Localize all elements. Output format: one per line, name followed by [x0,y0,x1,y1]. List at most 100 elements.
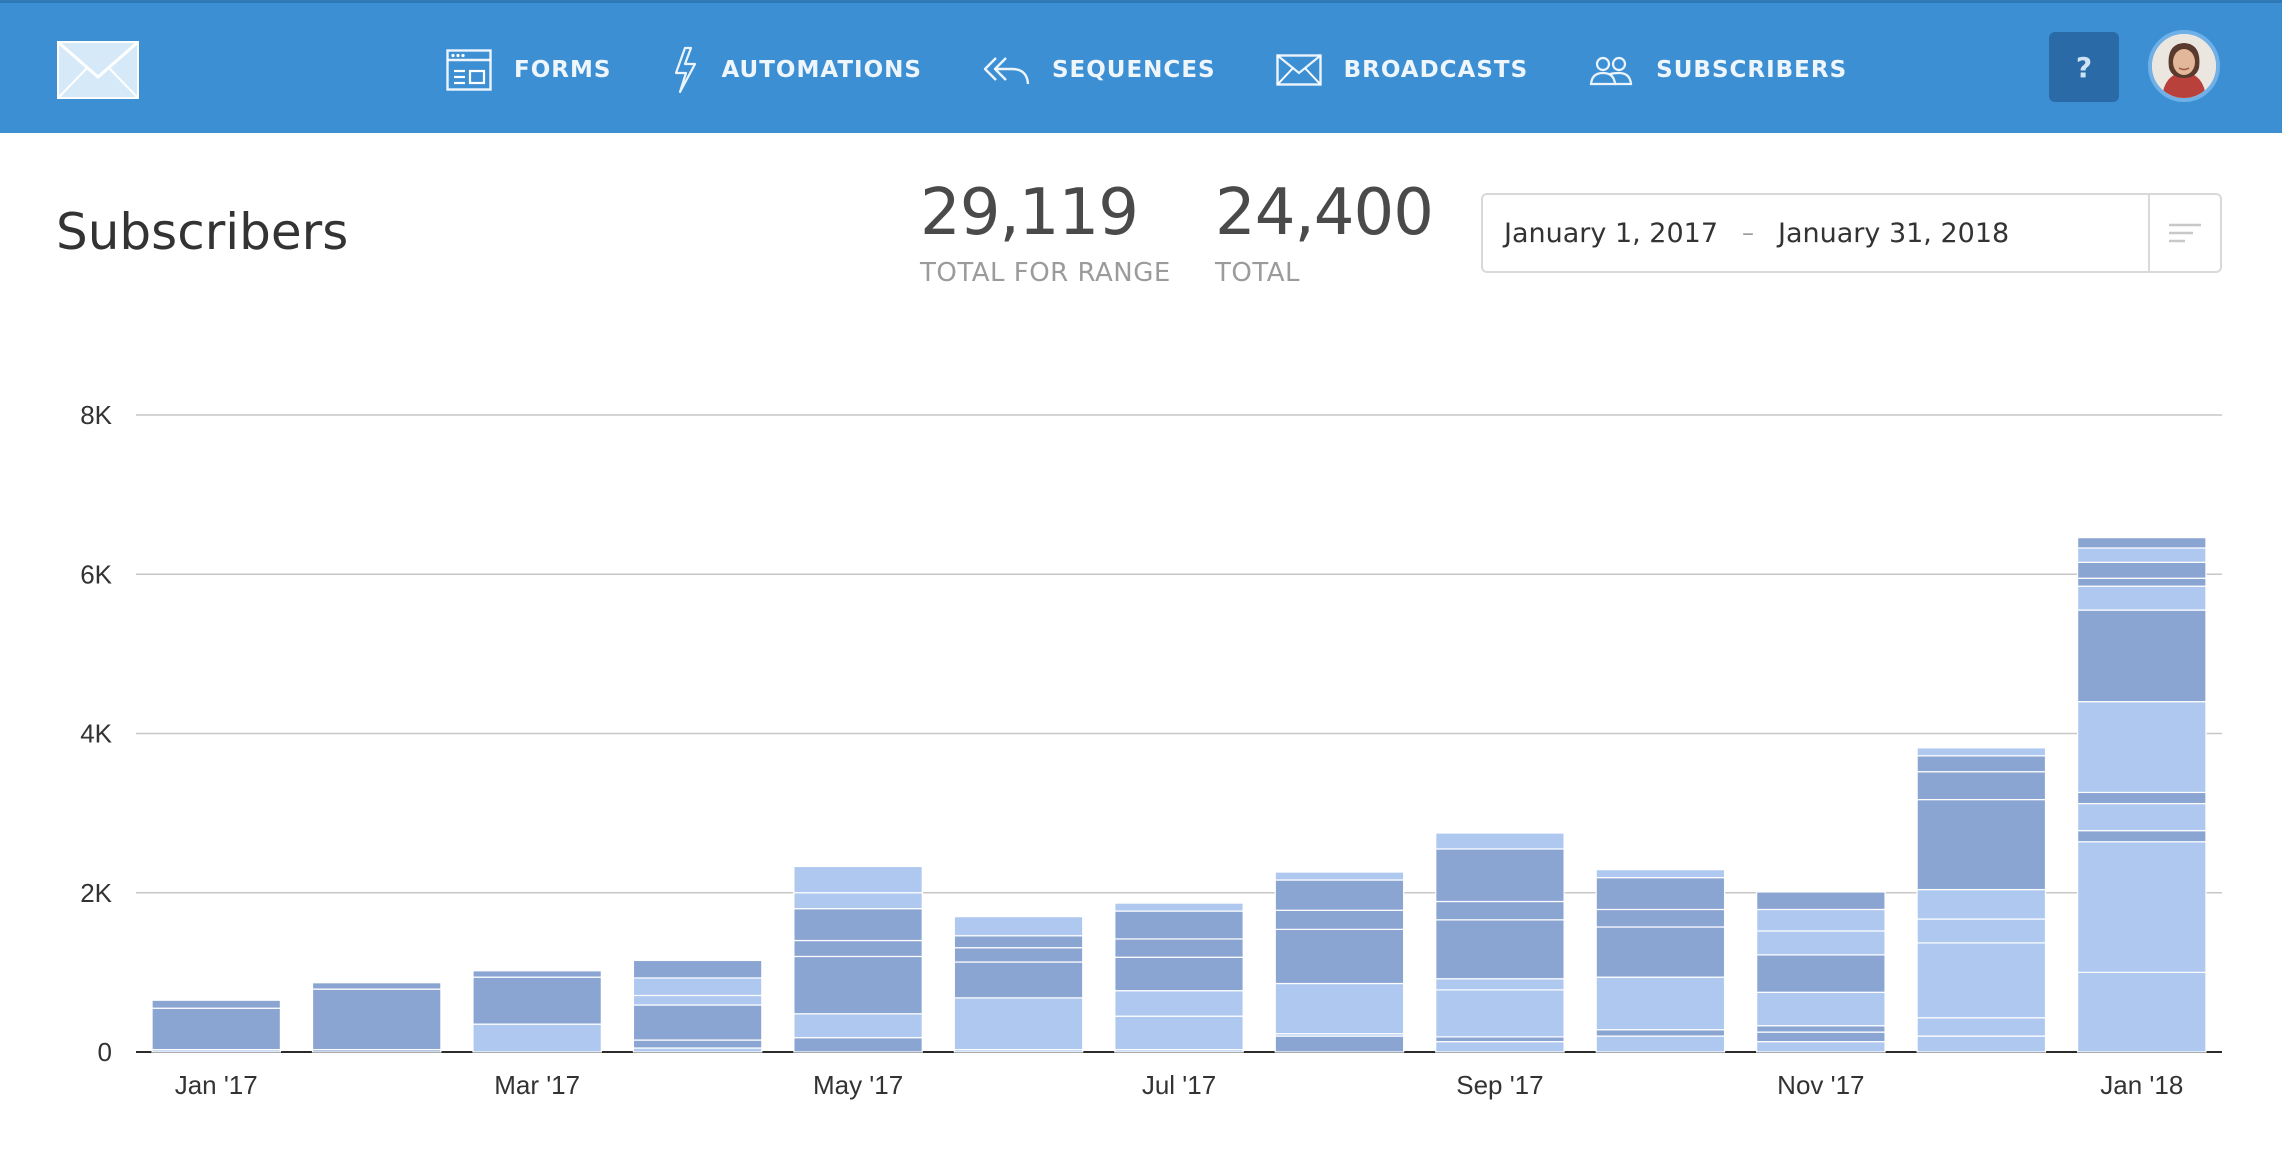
date-range-menu-button[interactable] [2148,195,2220,271]
nav-automations[interactable]: AUTOMATIONS [671,46,922,94]
page-title: Subscribers [56,203,349,261]
bar-segment [2076,701,2207,794]
nav-forms[interactable]: FORMS [446,48,612,91]
bar-segment [1916,747,2047,757]
bar-mar-17 [472,970,602,1053]
bar-segment [1595,908,1726,928]
top-nav-bar: FORMS AUTOMATIONS SEQUENCES BROADCASTS [0,0,2282,133]
bar-segment [1435,832,1565,850]
bar-dec-17 [1916,747,2047,1053]
nav-automations-label: AUTOMATIONS [721,56,922,83]
date-range-start[interactable]: January 1, 2017 [1504,217,1718,249]
bar-segment [472,1023,602,1053]
bar-segment [311,988,442,1051]
bar-segment [472,976,602,1025]
bar-segment [1756,1031,1886,1043]
bar-segment [151,1007,282,1051]
stat-total-for-range-label: TOTAL FOR RANGE [920,258,1171,288]
bar-segment [1114,902,1244,912]
subscribers-bar-chart: 0 2K 4K 6K 8K Jan '17 Mar '17 May '17 Jul '17 Se… [80,400,2222,1100]
stat-total-for-range-value: 29,119 [920,176,1139,250]
nav-subscribers[interactable]: SUBSCRIBERS [1588,54,1847,86]
bar-segment [632,994,763,1006]
bar-feb-17 [311,982,442,1053]
bar-segment [1595,1029,1726,1037]
x-tick-label: Mar '17 [494,1070,580,1100]
y-tick-label: 4K [80,719,112,749]
x-tick-label: Jul '17 [1142,1070,1216,1100]
nav-broadcasts[interactable]: BROADCASTS [1275,53,1529,86]
envelope-icon [1275,53,1322,86]
bar-segment [2076,577,2207,587]
bar-segment [1916,1017,2047,1037]
chart-y-axis-labels: 0 2K 4K 6K 8K [80,400,112,1067]
bar-segment [1114,990,1244,1017]
bar-segment [632,977,763,997]
bar-segment [1595,926,1726,978]
bar-sep-17 [1435,832,1565,1053]
bar-segment [793,908,923,942]
menu-lines-icon [2169,223,2201,243]
reply-all-arrows-icon [983,56,1030,84]
bar-segment [1435,978,1565,991]
nav-sequences[interactable]: SEQUENCES [982,54,1216,86]
bar-segment [1916,888,2047,920]
date-range-end[interactable]: January 31, 2018 [1778,217,2010,249]
bar-segment [1756,908,1886,932]
bar-segment [1756,954,1886,993]
bar-segment [1435,989,1565,1038]
bar-segment [2076,841,2207,973]
bar-aug-17 [1274,871,1405,1053]
bar-segment [953,961,1084,999]
y-tick-label: 0 [98,1037,112,1067]
bar-segment [1114,1015,1244,1051]
bar-segment [1274,1035,1405,1053]
bar-segment [1595,877,1726,911]
bar-segment [1595,1035,1726,1053]
x-tick-label: Sep '17 [1456,1070,1543,1100]
bar-segment [1435,1036,1565,1043]
bar-segment [953,935,1084,949]
bar-jan-17 [151,999,282,1053]
bar-segment [1916,755,2047,773]
bar-segment [632,1039,763,1049]
chart-x-axis-labels: Jan '17 Mar '17 May '17 Jul '17 Sep '17 Nov '… [175,1070,2184,1100]
bar-segment [793,939,923,958]
bar-segment [311,982,442,990]
bar-segment [1274,928,1405,985]
bar-segment [1595,869,1726,879]
stat-total-label: TOTAL [1215,258,1300,288]
bar-segment [2076,971,2207,1053]
nav-forms-label: FORMS [514,56,612,83]
bar-segment [953,916,1084,937]
users-icon [1589,56,1633,85]
bar-segment [1595,976,1726,1031]
bar-segment [472,970,602,978]
bar-segment [1916,798,2047,891]
bar-apr-17 [632,959,763,1053]
date-range-separator: – [1742,219,1754,247]
bar-segment [2076,561,2207,579]
bar-jul-17 [1114,902,1244,1053]
stat-total: 24,400 TOTAL [1215,176,1434,288]
stat-total-for-range: 29,119 TOTAL FOR RANGE [920,176,1171,288]
y-tick-label: 6K [80,559,112,589]
bar-segment [1114,910,1244,940]
y-tick-label: 8K [80,400,112,430]
bar-segment [2076,537,2207,549]
bar-segment [793,892,923,910]
bar-segment [1756,1025,1886,1033]
bar-segment [793,1013,923,1039]
date-range-picker[interactable]: January 1, 2017 – January 31, 2018 [1481,193,2222,273]
bar-segment [2076,802,2207,832]
lightning-bolt-icon [675,46,697,93]
bar-nov-17 [1756,891,1886,1053]
bar-segment [151,999,282,1009]
avatar-photo-icon [2152,34,2216,98]
envelope-logo-icon[interactable] [57,41,139,99]
bar-segment [1756,991,1886,1027]
help-button[interactable]: ? [2049,32,2119,102]
nav-sequences-label: SEQUENCES [1051,56,1216,83]
user-avatar[interactable] [2148,30,2220,102]
bar-segment [1114,938,1244,958]
